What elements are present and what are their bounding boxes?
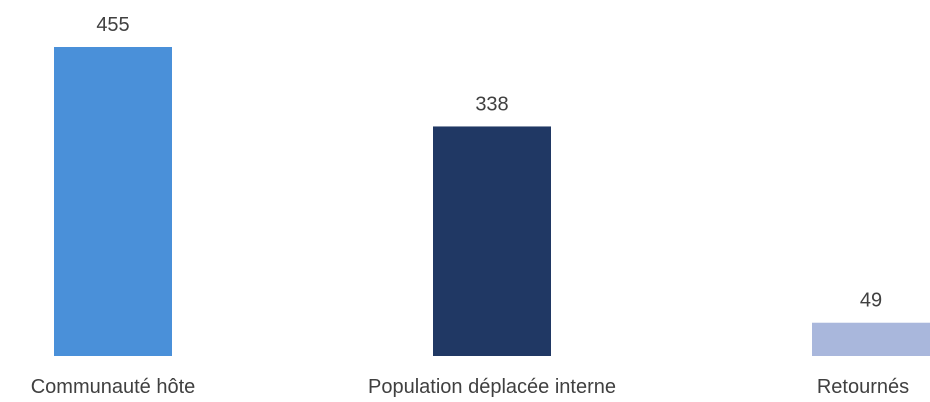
bars-group — [54, 47, 930, 356]
data-label-2: 49 — [860, 290, 882, 312]
category-labels-group: Communauté hôte Population déplacée inter… — [31, 376, 909, 398]
bar-0 — [54, 47, 172, 356]
value-labels-group: 455 338 49 — [96, 14, 882, 312]
category-label-2: Retournés — [817, 376, 909, 398]
bar-2 — [812, 322, 930, 356]
category-label-1: Population déplacée interne — [368, 376, 616, 398]
data-label-1: 338 — [475, 93, 508, 115]
bar-1 — [433, 126, 551, 356]
data-label-0: 455 — [96, 14, 129, 36]
category-label-0: Communauté hôte — [31, 376, 196, 398]
